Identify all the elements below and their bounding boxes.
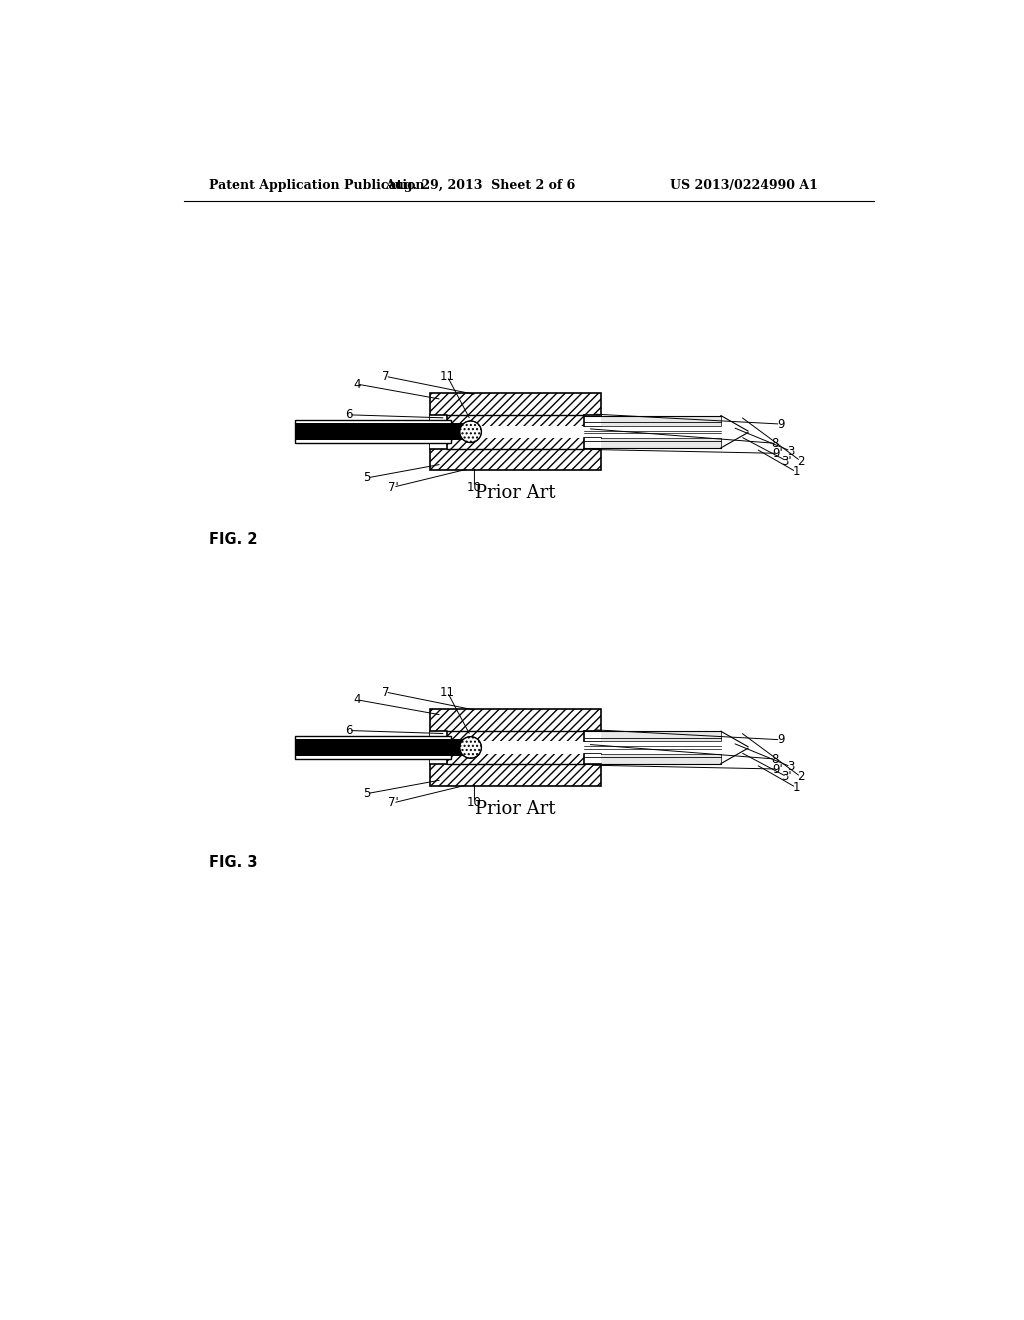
Text: 9: 9: [777, 733, 784, 746]
Text: Aug. 29, 2013  Sheet 2 of 6: Aug. 29, 2013 Sheet 2 of 6: [385, 178, 575, 191]
Bar: [584, 730, 601, 742]
Text: 7': 7': [388, 480, 398, 494]
Text: 4: 4: [353, 693, 360, 706]
Bar: [295, 424, 473, 441]
Text: 7': 7': [388, 796, 398, 809]
Text: 3: 3: [786, 760, 795, 774]
Text: 3: 3: [786, 445, 795, 458]
Text: 9: 9: [777, 417, 784, 430]
Bar: [584, 438, 721, 447]
Bar: [295, 739, 473, 756]
Bar: [447, 730, 584, 764]
Text: 9': 9': [772, 763, 782, 776]
Bar: [584, 438, 601, 449]
Text: 1: 1: [793, 781, 800, 795]
Text: 2: 2: [797, 454, 805, 467]
Bar: [430, 730, 447, 742]
Text: US 2013/0224990 A1: US 2013/0224990 A1: [670, 178, 818, 191]
Bar: [430, 709, 601, 742]
Text: 5: 5: [364, 471, 371, 484]
Text: 3': 3': [781, 770, 792, 783]
Text: 7: 7: [382, 685, 389, 698]
Bar: [430, 438, 601, 470]
Text: 8: 8: [771, 437, 779, 450]
Text: 11: 11: [439, 685, 455, 698]
Text: 8: 8: [771, 752, 779, 766]
Circle shape: [460, 737, 481, 758]
Text: Prior Art: Prior Art: [475, 800, 556, 818]
Text: Prior Art: Prior Art: [475, 484, 556, 503]
Bar: [584, 754, 721, 763]
Bar: [584, 731, 721, 742]
Text: 9': 9': [772, 446, 782, 459]
Text: 3': 3': [781, 454, 792, 467]
Bar: [430, 754, 601, 785]
Bar: [430, 393, 601, 425]
Bar: [584, 416, 721, 425]
Bar: [430, 709, 601, 742]
Bar: [430, 414, 447, 425]
Text: 5: 5: [364, 787, 371, 800]
Text: 6: 6: [345, 723, 352, 737]
Text: Patent Application Publication: Patent Application Publication: [209, 178, 425, 191]
Text: 1: 1: [793, 465, 800, 478]
Text: 11: 11: [439, 370, 455, 383]
Circle shape: [460, 421, 481, 442]
Bar: [430, 438, 447, 449]
Bar: [430, 754, 447, 764]
Bar: [584, 414, 601, 425]
Text: 6: 6: [345, 408, 352, 421]
Text: 10: 10: [467, 480, 482, 494]
Text: FIG. 2: FIG. 2: [209, 532, 258, 546]
Bar: [430, 393, 601, 425]
Text: 4: 4: [353, 378, 360, 391]
Text: 7: 7: [382, 370, 389, 383]
Text: FIG. 3: FIG. 3: [209, 855, 258, 870]
Text: 10: 10: [467, 796, 482, 809]
Bar: [430, 754, 601, 785]
Text: 2: 2: [797, 770, 805, 783]
Bar: [447, 414, 584, 449]
Bar: [295, 737, 452, 759]
Bar: [430, 438, 601, 470]
Bar: [295, 420, 452, 444]
Bar: [584, 754, 601, 764]
